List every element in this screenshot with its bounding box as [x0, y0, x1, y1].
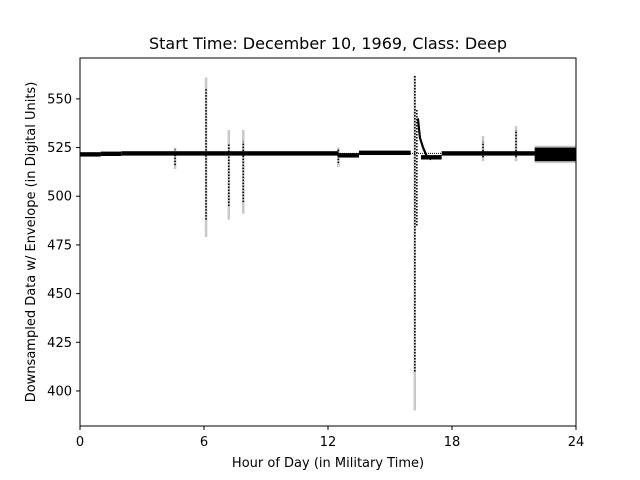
x-axis: 0 6 12 18 24: [76, 426, 584, 450]
data-baseline-segment: [421, 155, 442, 160]
data-baseline-segment: [359, 150, 411, 156]
y-axis-title: Downsampled Data w/ Envelope (in Digital…: [24, 82, 39, 403]
x-tick-label: 12: [320, 435, 337, 450]
y-tick-label: 550: [47, 92, 72, 107]
y-tick-label: 500: [47, 190, 72, 205]
data-baseline-segment: [441, 151, 514, 156]
y-axis: 400 425 450 475 500 525 550: [47, 92, 80, 399]
y-tick-label: 525: [47, 141, 72, 156]
y-tick-label: 475: [47, 238, 72, 253]
y-tick-label: 400: [47, 384, 72, 399]
x-tick-label: 0: [76, 435, 84, 450]
data-layer: [80, 75, 576, 372]
x-tick-label: 6: [200, 435, 208, 450]
x-tick-label: 18: [444, 435, 461, 450]
chart-title: Start Time: December 10, 1969, Class: De…: [149, 34, 507, 53]
y-tick-label: 450: [47, 287, 72, 302]
y-tick-label: 425: [47, 336, 72, 351]
x-axis-title: Hour of Day (in Military Time): [232, 456, 424, 471]
data-baseline-segment: [121, 151, 339, 156]
data-baseline-segment: [338, 153, 359, 158]
data-dense-block: [534, 147, 576, 162]
x-tick-label: 24: [568, 435, 585, 450]
data-aftershock-trace: [416, 118, 432, 161]
data-baseline-segment: [80, 152, 101, 157]
